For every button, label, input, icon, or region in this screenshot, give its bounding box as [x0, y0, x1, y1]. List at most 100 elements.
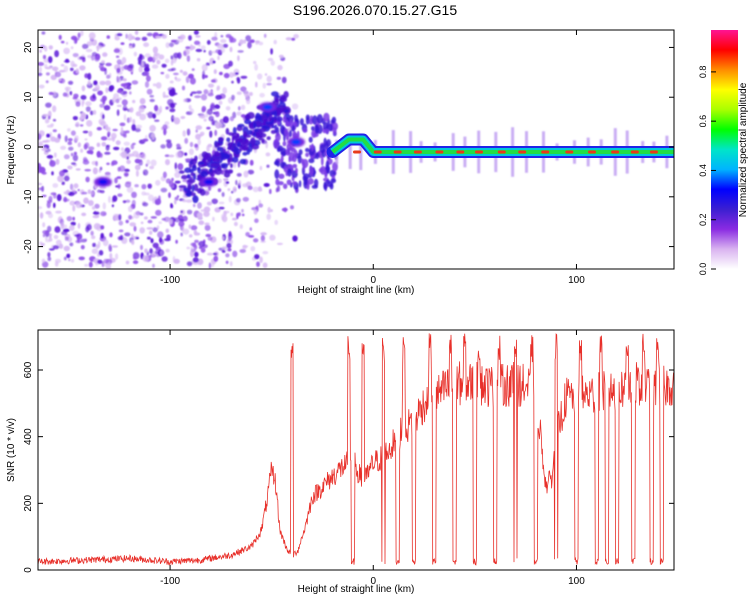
noise-speck: [140, 221, 144, 225]
band-speck: [184, 167, 192, 173]
noise-speck: [111, 204, 115, 208]
noise-speck: [52, 245, 60, 250]
streak-speck: [315, 152, 320, 160]
noise-speck: [77, 142, 82, 148]
noise-speck: [54, 226, 61, 233]
noise-speck: [192, 203, 196, 208]
noise-speck: [70, 221, 76, 226]
noise-speck: [195, 125, 203, 130]
noise-speck: [159, 250, 165, 257]
noise-speck: [96, 45, 103, 49]
noise-speck: [259, 256, 263, 264]
colorbar: 0.0 0.2 0.4 0.6 0.8 Normalized spectral ampl…: [698, 30, 749, 275]
noise-speck: [117, 166, 121, 172]
noise-speck: [182, 228, 190, 235]
noise-speck: [126, 85, 132, 90]
noise-speck: [270, 48, 273, 55]
line-peak: [588, 150, 596, 154]
noise-speck: [193, 232, 201, 236]
noise-speck: [133, 225, 137, 232]
line-peak: [413, 150, 422, 154]
band-speck: [237, 123, 245, 128]
noise-speck: [59, 170, 65, 177]
noise-speck: [150, 159, 157, 167]
noise-speck: [63, 47, 70, 55]
noise-speck: [93, 80, 98, 86]
band-speck: [239, 158, 247, 165]
streak-speck: [274, 169, 280, 179]
band-speck: [232, 127, 237, 134]
noise-speck: [105, 62, 112, 67]
streak-speck: [330, 178, 337, 184]
noise-speck: [88, 200, 94, 206]
noise-speck: [182, 199, 187, 203]
noise-speck: [98, 250, 104, 256]
noise-speck: [236, 111, 242, 116]
noise-speck: [257, 73, 263, 80]
noise-speck: [194, 245, 198, 250]
noise-speck: [109, 232, 113, 238]
noise-speck: [84, 138, 88, 141]
noise-speck: [173, 72, 179, 76]
band-speck: [191, 184, 195, 193]
noise-speck: [203, 211, 210, 218]
band-speck: [192, 195, 199, 204]
streak-speck: [332, 127, 337, 135]
band-speck: [265, 121, 274, 125]
noise-speck: [188, 148, 194, 156]
noise-speck: [164, 121, 170, 126]
noise-speck: [144, 248, 148, 254]
noise-speck: [153, 53, 159, 61]
band-speck: [247, 145, 253, 153]
noise-speck: [125, 260, 130, 265]
noise-speck: [281, 76, 287, 84]
noise-speck: [240, 86, 247, 92]
noise-speck: [155, 179, 161, 186]
band-speck: [189, 168, 194, 173]
band-speck: [181, 175, 188, 180]
streak-speck: [280, 155, 284, 163]
noise-speck: [175, 151, 183, 159]
band-speck: [187, 178, 196, 184]
noise-speck: [283, 207, 287, 213]
noise-speck: [91, 206, 96, 210]
streak-speck: [292, 181, 297, 186]
noise-speck: [200, 93, 208, 101]
streak-speck: [303, 173, 310, 180]
noise-speck: [92, 93, 96, 100]
noise-speck: [54, 137, 61, 143]
y-tick-label: -10: [23, 189, 34, 204]
noise-speck: [208, 186, 212, 191]
noise-speck: [112, 195, 118, 202]
noise-speck: [254, 218, 259, 223]
noise-speck: [247, 185, 253, 190]
noise-speck: [88, 146, 95, 151]
noise-speck: [258, 41, 264, 46]
streak-speck: [290, 147, 296, 152]
noise-speck: [42, 233, 46, 238]
noise-speck: [104, 68, 107, 75]
noise-speck: [114, 177, 118, 184]
noise-speck: [99, 103, 105, 108]
line-peak: [518, 150, 527, 154]
noise-speck: [209, 104, 216, 111]
streak-speck: [309, 166, 314, 176]
noise-speck: [104, 171, 112, 178]
noise-speck: [104, 151, 111, 155]
noise-speck: [121, 57, 127, 64]
line-peak: [475, 150, 483, 154]
noise-speck: [42, 54, 47, 60]
noise-speck: [112, 128, 118, 132]
noise-speck: [112, 245, 118, 248]
snr-x-label: Height of straight line (km): [298, 584, 415, 595]
noise-speck: [46, 199, 53, 204]
noise-speck: [55, 210, 62, 214]
streak-speck: [326, 166, 330, 174]
noise-speck: [168, 154, 175, 158]
noise-speck: [232, 111, 237, 119]
noise-speck: [248, 92, 253, 96]
noise-speck: [147, 111, 154, 119]
noise-speck: [152, 46, 158, 54]
streak-speck: [285, 119, 289, 127]
band-speck: [197, 167, 202, 174]
